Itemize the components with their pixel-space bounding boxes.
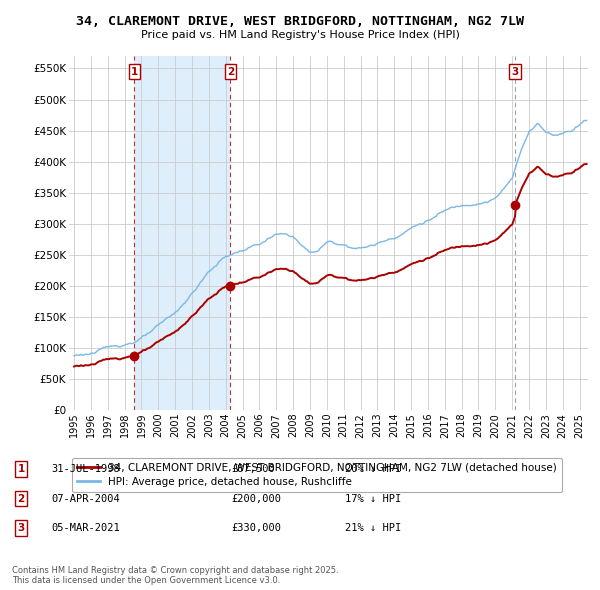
Text: £87,500: £87,500 [231,464,275,474]
Text: 3: 3 [17,523,25,533]
Text: 34, CLAREMONT DRIVE, WEST BRIDGFORD, NOTTINGHAM, NG2 7LW: 34, CLAREMONT DRIVE, WEST BRIDGFORD, NOT… [76,15,524,28]
Text: Contains HM Land Registry data © Crown copyright and database right 2025.
This d: Contains HM Land Registry data © Crown c… [12,566,338,585]
Text: 17% ↓ HPI: 17% ↓ HPI [345,494,401,503]
Text: 20% ↓ HPI: 20% ↓ HPI [345,464,401,474]
Text: 3: 3 [511,67,518,77]
Bar [134,56,230,410]
Text: 1: 1 [17,464,25,474]
Text: 07-APR-2004: 07-APR-2004 [51,494,120,503]
Text: 05-MAR-2021: 05-MAR-2021 [51,523,120,533]
Text: 2: 2 [227,67,234,77]
Legend: 34, CLAREMONT DRIVE, WEST BRIDGFORD, NOTTINGHAM, NG2 7LW (detached house), HPI: : 34, CLAREMONT DRIVE, WEST BRIDGFORD, NOT… [71,458,562,492]
Text: Price paid vs. HM Land Registry's House Price Index (HPI): Price paid vs. HM Land Registry's House … [140,30,460,40]
Text: 1: 1 [131,67,138,77]
Text: £200,000: £200,000 [231,494,281,503]
Text: 21% ↓ HPI: 21% ↓ HPI [345,523,401,533]
Text: 2: 2 [17,494,25,503]
Text: £330,000: £330,000 [231,523,281,533]
Text: 31-JUL-1998: 31-JUL-1998 [51,464,120,474]
